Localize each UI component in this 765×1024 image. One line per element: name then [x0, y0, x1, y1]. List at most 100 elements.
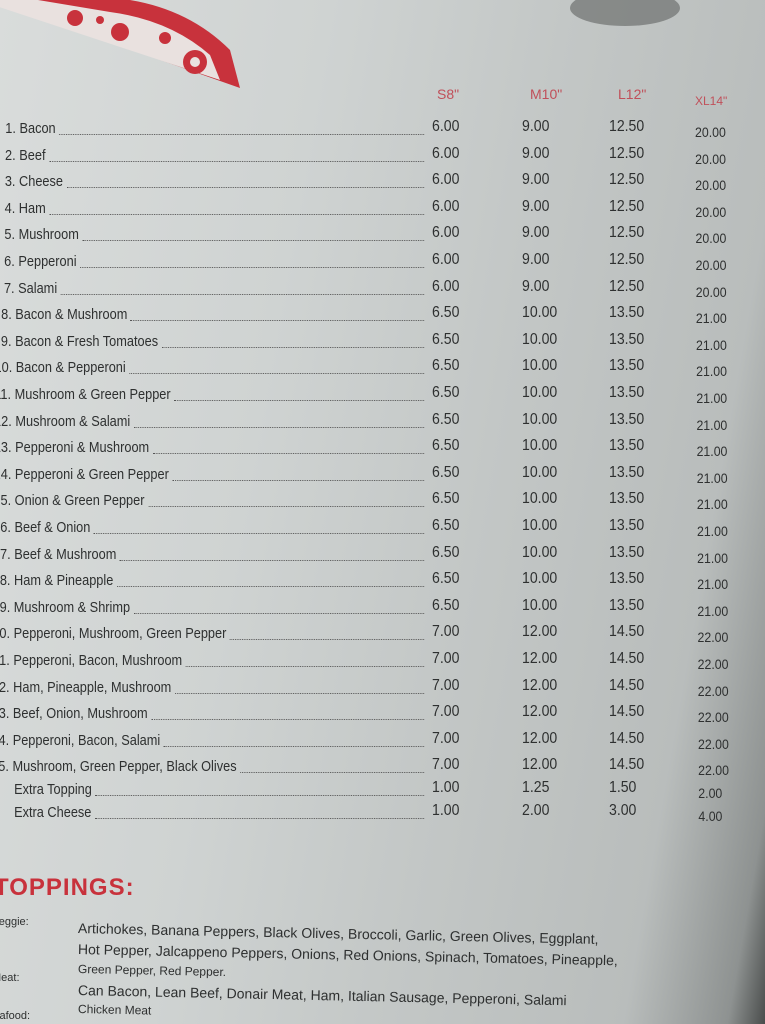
price-large: 12.50	[608, 171, 645, 189]
menu-row: 14. Pepperoni & Green Pepper 6.50 10.00 13.…	[0, 463, 728, 490]
price-xlarge: 21.00	[696, 496, 728, 513]
leader-dots	[93, 533, 425, 534]
item-name: Extra Topping	[14, 782, 92, 798]
item-name: 20. Pepperoni, Mushroom, Green Pepper	[0, 626, 227, 643]
leader-dots	[117, 586, 425, 588]
price-small: 6.00	[431, 197, 460, 215]
price-large: 12.50	[608, 197, 645, 215]
price-medium: 2.00	[521, 801, 550, 819]
item-name: 19. Mushroom & Shrimp	[0, 599, 131, 616]
price-large: 14.50	[608, 676, 645, 694]
price-xlarge: 22.00	[697, 629, 729, 646]
leader-dots	[82, 240, 425, 242]
leader-dots	[161, 346, 425, 348]
menu-row: 3. Cheese 6.00 9.00 12.50 20.00	[0, 171, 726, 197]
item-name: 11. Mushroom & Green Pepper	[0, 387, 171, 403]
price-xlarge: 21.00	[697, 602, 729, 619]
item-name: 12. Mushroom & Salami	[0, 413, 131, 430]
price-large: 13.50	[608, 570, 645, 588]
price-small: 6.50	[431, 596, 460, 614]
item-name: 1. Bacon	[5, 121, 56, 137]
price-medium: 10.00	[521, 570, 558, 588]
price-large: 13.50	[608, 463, 645, 481]
price-xlarge: 21.00	[696, 390, 728, 406]
price-small: 6.50	[431, 463, 460, 481]
leader-dots	[129, 373, 425, 375]
veggie-line: Green Pepper, Red Pepper.	[77, 962, 227, 980]
price-small: 1.00	[431, 801, 460, 819]
item-name: 13. Pepperoni & Mushroom	[0, 440, 150, 457]
price-medium: 10.00	[521, 357, 558, 375]
pizza-slice-graphic	[0, 0, 240, 88]
price-xlarge: 21.00	[696, 416, 728, 433]
menu-row: 15. Onion & Green Pepper 6.50 10.00 13.50 21…	[0, 490, 728, 516]
price-small: 6.50	[431, 410, 460, 428]
price-xlarge: 20.00	[695, 257, 727, 273]
price-medium: 9.00	[521, 118, 550, 135]
price-small: 6.50	[431, 490, 460, 508]
price-xlarge: 21.00	[695, 310, 727, 327]
item-name: 3. Cheese	[4, 174, 64, 191]
price-xlarge: 4.00	[698, 807, 723, 824]
price-medium: 12.00	[521, 756, 558, 774]
item-name: 10. Bacon & Pepperoni	[0, 360, 126, 377]
price-medium: 12.00	[521, 703, 558, 721]
price-xlarge: 22.00	[698, 735, 729, 752]
price-xlarge: 20.00	[695, 150, 726, 167]
price-small: 6.50	[431, 437, 460, 455]
price-medium: 9.00	[521, 277, 550, 295]
menu-row: Extra Topping 1.00 1.25 1.50 2.00	[0, 779, 722, 805]
meat-line: Chicken Meat	[77, 1002, 152, 1018]
price-large: 12.50	[608, 277, 645, 295]
price-medium: 12.00	[521, 676, 558, 694]
leader-dots	[172, 479, 425, 481]
shadow-shape	[570, 0, 680, 26]
leader-dots	[133, 612, 425, 614]
price-large: 14.50	[608, 703, 645, 721]
price-xlarge: 21.00	[696, 523, 728, 539]
price-small: 6.50	[431, 304, 460, 322]
item-name: 22. Ham, Pineapple, Mushroom	[0, 679, 172, 696]
menu-row: 23. Beef, Onion, Mushroom 7.00 12.00 14.50 2…	[0, 703, 729, 729]
menu-row: 9. Bacon & Fresh Tomatoes 6.50 10.00 13.50 2…	[0, 331, 727, 357]
item-name: 23. Beef, Onion, Mushroom	[0, 706, 148, 723]
price-xlarge: 22.00	[698, 762, 729, 779]
leader-dots	[240, 772, 425, 774]
price-large: 13.50	[608, 304, 645, 322]
price-large: 3.00	[608, 801, 637, 819]
price-medium: 9.00	[521, 171, 550, 189]
price-xlarge: 21.00	[696, 469, 728, 486]
leader-dots	[60, 293, 425, 295]
item-name: 15. Onion & Green Pepper	[0, 493, 145, 510]
leader-dots	[148, 506, 425, 508]
price-medium: 12.00	[521, 650, 558, 667]
leader-dots	[119, 559, 425, 561]
price-xlarge: 21.00	[697, 549, 728, 566]
price-medium: 9.00	[521, 144, 550, 162]
price-xlarge: 21.00	[696, 363, 728, 380]
price-medium: 10.00	[521, 437, 558, 455]
item-name: 8. Bacon & Mushroom	[1, 307, 128, 324]
item-name: 14. Pepperoni & Green Pepper	[0, 466, 169, 483]
price-xlarge: 2.00	[698, 785, 723, 801]
price-large: 13.50	[608, 437, 645, 455]
leader-dots	[175, 692, 425, 694]
leader-dots	[49, 160, 425, 162]
leader-dots	[185, 666, 425, 667]
price-small: 6.50	[431, 517, 460, 534]
price-small: 6.00	[431, 144, 460, 162]
leader-dots	[95, 795, 425, 796]
price-large: 12.50	[608, 224, 645, 242]
price-medium: 10.00	[521, 490, 558, 508]
leader-dots	[163, 745, 425, 747]
price-large: 13.50	[608, 410, 645, 428]
menu-row: 12. Mushroom & Salami 6.50 10.00 13.50 21.00	[0, 410, 727, 437]
leader-dots	[174, 400, 425, 401]
leader-dots	[133, 426, 425, 428]
price-medium: 12.00	[521, 729, 558, 747]
item-name: 17. Beef & Mushroom	[0, 546, 117, 563]
item-name: 5. Mushroom	[4, 227, 79, 244]
price-large: 14.50	[608, 623, 645, 641]
price-small: 6.00	[431, 277, 460, 295]
price-large: 13.50	[608, 384, 645, 401]
